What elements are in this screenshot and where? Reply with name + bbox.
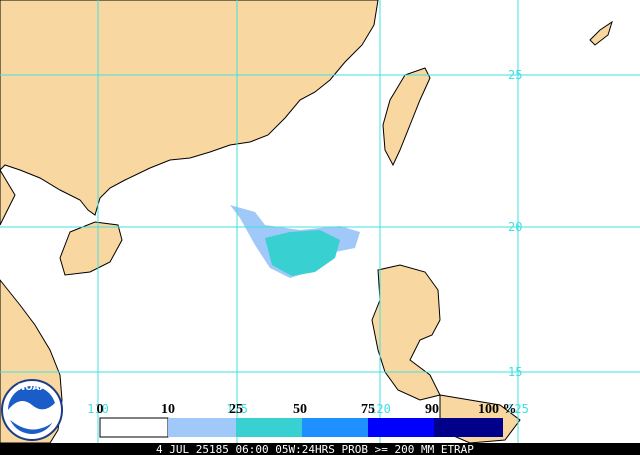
legend-label: 10 <box>161 402 175 417</box>
noaa-logo: NOAA <box>1 379 63 441</box>
legend-swatch <box>434 418 503 437</box>
caption: 4 JUL 25185 06:00 05W:24HRS PROB >= 200 … <box>156 443 474 455</box>
caption-strip <box>0 443 640 455</box>
lon-label: 120 <box>369 402 391 416</box>
legend-label: 25 <box>229 402 243 417</box>
lon-label: 115 <box>226 402 248 416</box>
logo-wave <box>8 401 56 430</box>
lat-label: 25 <box>508 68 522 82</box>
lat-label: 15 <box>508 365 522 379</box>
land-china <box>0 0 379 216</box>
land-hainan <box>59 221 123 276</box>
legend-swatch <box>236 418 302 437</box>
logo-text: NOAA <box>18 383 47 393</box>
legend-label: 50 <box>293 402 307 417</box>
legend-swatch <box>368 418 434 437</box>
legend-label: 75 <box>361 402 375 417</box>
land-ryukyu <box>589 20 613 46</box>
legend-swatch <box>99 417 169 438</box>
legend-label: 0 <box>97 402 104 417</box>
lon-label: 125 <box>507 402 529 416</box>
lon-label: 110 <box>87 402 109 416</box>
grid-lines <box>0 0 640 443</box>
legend-label: 90 <box>425 402 439 417</box>
legend-swatch <box>302 418 368 437</box>
land-luzon <box>371 264 441 401</box>
prob-area-25 <box>265 230 340 276</box>
lat-label: 20 <box>508 220 522 234</box>
legend-swatch <box>168 418 236 437</box>
legend-label: 100 % <box>478 402 517 417</box>
legend-bar <box>99 417 503 438</box>
